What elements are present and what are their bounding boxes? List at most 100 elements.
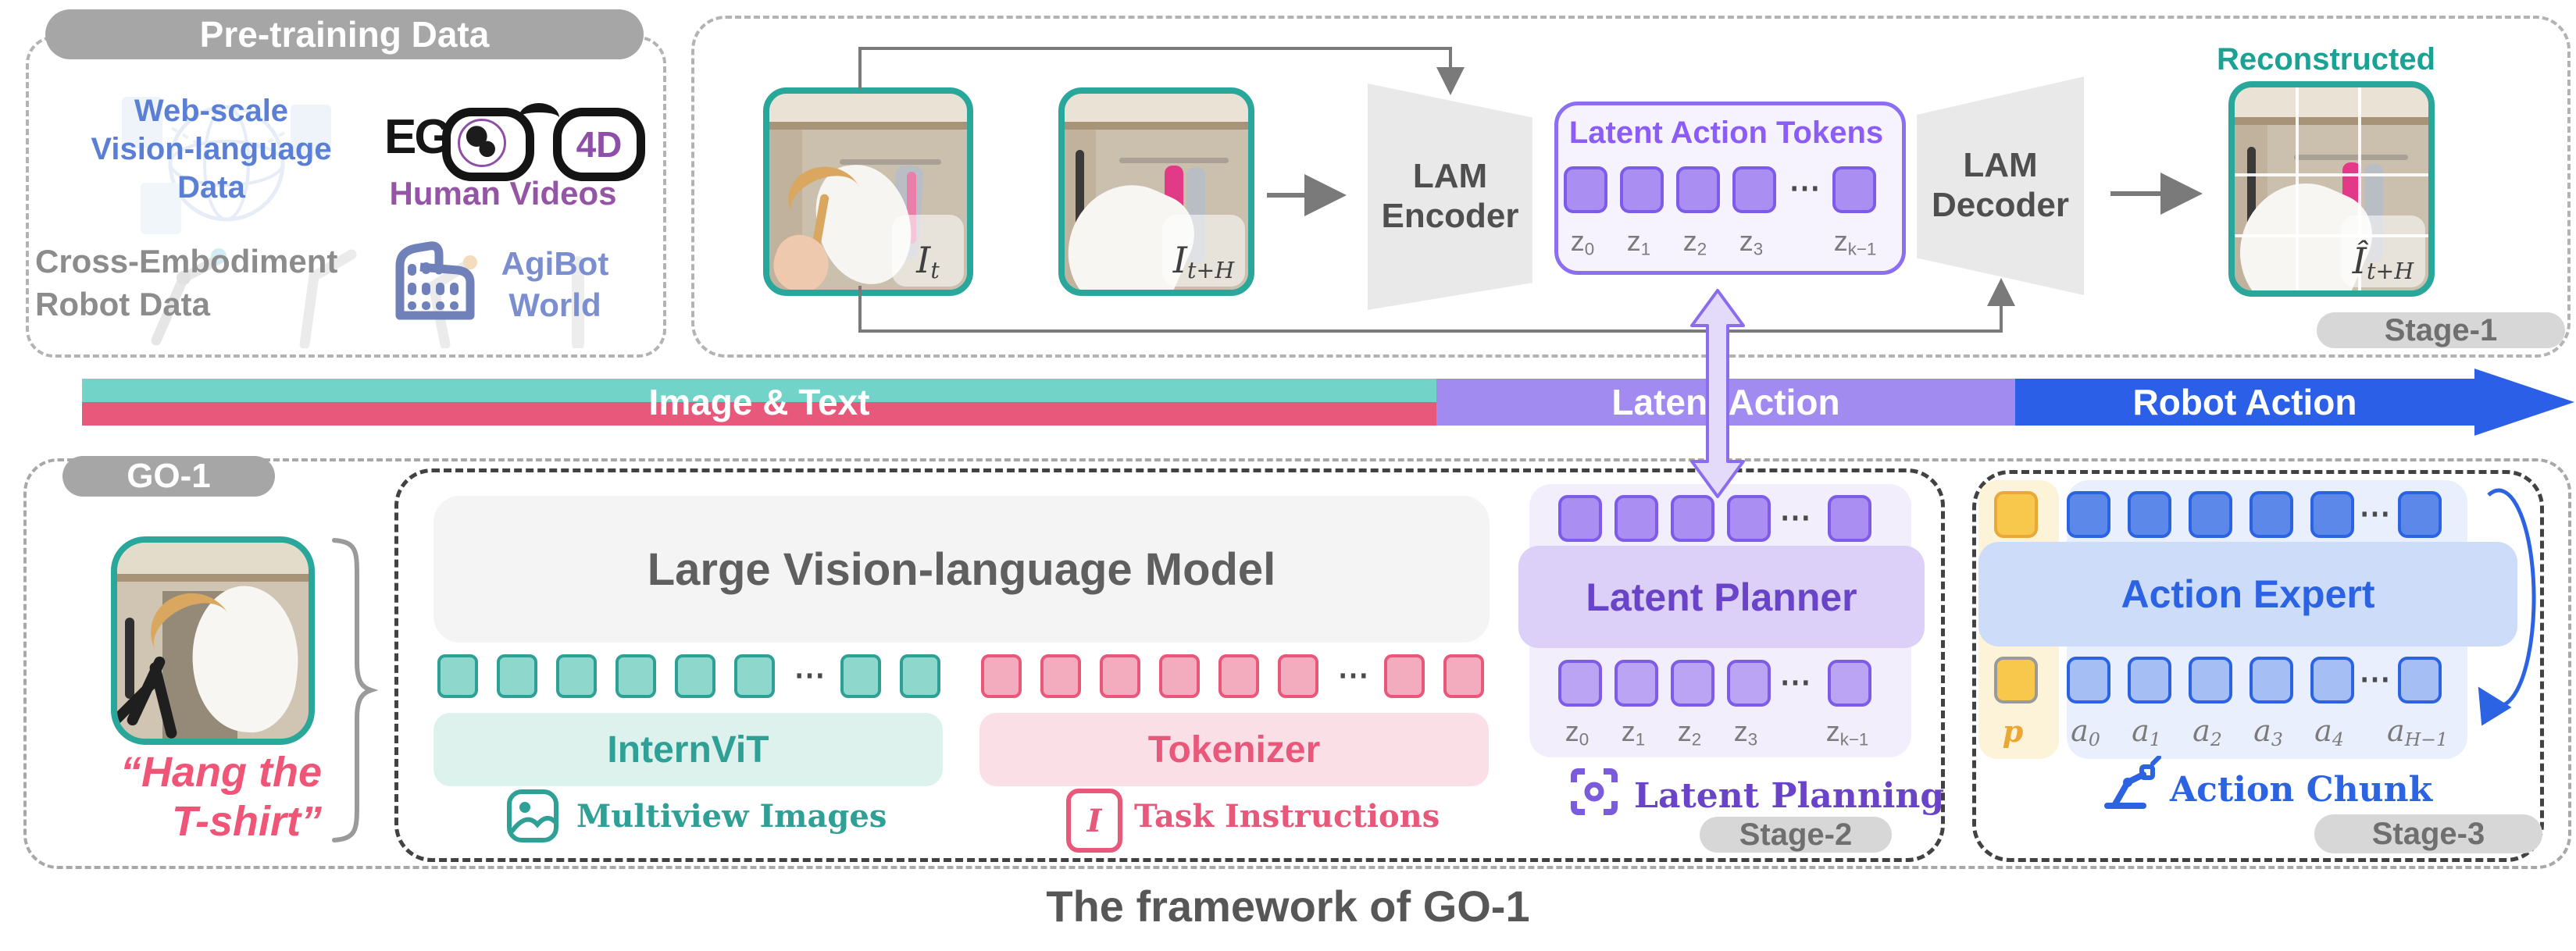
multiview-images-label: Multiview Images <box>576 798 887 835</box>
text-token <box>981 654 1022 698</box>
photo-detail <box>769 94 967 122</box>
vision-token <box>675 654 715 698</box>
z-label: z0 <box>1570 225 1595 259</box>
ego4d-logo-text: EG <box>384 110 452 164</box>
latent-token <box>1828 660 1871 707</box>
latent-token <box>1558 660 1602 707</box>
action-token <box>2128 491 2171 538</box>
ego4d-4d-text: 4D <box>576 124 623 165</box>
vision-token <box>556 654 597 698</box>
image-ith: It+H <box>1058 87 1254 296</box>
latent-token <box>1671 660 1714 707</box>
z-label: z1 <box>1621 715 1646 750</box>
vision-token <box>734 654 775 698</box>
action-token <box>2189 657 2232 703</box>
ellipsis: ⋯ <box>1789 171 1823 205</box>
image-reconstructed: Ît+H <box>2228 81 2435 297</box>
glasses-left-lens <box>442 108 534 181</box>
agibot-world-label: AgiBot World <box>501 245 609 323</box>
bar-latent-action: Latent Action <box>1436 379 2015 426</box>
latent-token <box>1676 166 1720 213</box>
figure-caption: The framework of GO-1 <box>1046 882 1530 931</box>
stage3-pill: Stage-3 <box>2314 814 2542 853</box>
bar-robot-action: Robot Action <box>2015 379 2474 426</box>
z-label: z1 <box>1626 225 1651 259</box>
z-label: z2 <box>1677 715 1702 750</box>
pretraining-data-pill: Pre-training Data <box>45 9 644 59</box>
ellipsis: ⋯ <box>1779 665 1814 700</box>
lam-decoder: LAM Decoder <box>1917 77 2084 295</box>
latent-token <box>1558 495 1602 542</box>
photo-detail <box>117 543 309 574</box>
a-label: a2 <box>2192 714 2222 750</box>
robot-observation-image <box>111 536 315 745</box>
image-it: It <box>763 87 973 296</box>
a-label: a4 <box>2314 714 2344 750</box>
z-label: zk−1 <box>1833 225 1877 259</box>
action-token <box>2128 657 2171 703</box>
globe-icon <box>458 119 506 167</box>
stage2-pill: Stage-2 <box>1700 817 1892 853</box>
z-label: zk−1 <box>1825 715 1869 750</box>
glasses-bridge <box>519 103 559 133</box>
latent-token <box>1732 166 1776 213</box>
text-token <box>1443 654 1484 698</box>
ellipsis: ⋯ <box>794 658 828 693</box>
photo-detail <box>2235 87 2428 117</box>
task-instructions-label: Task Instructions <box>1134 798 1440 835</box>
agibot-colosseum-icon <box>395 241 475 320</box>
stage1-box <box>691 16 2571 358</box>
action-token <box>2398 491 2442 538</box>
action-token <box>2067 491 2110 538</box>
ellipsis: ⋯ <box>2359 662 2393 696</box>
go1-pill: GO-1 <box>62 456 275 497</box>
action-token <box>2250 657 2293 703</box>
text-token <box>1040 654 1081 698</box>
human-videos-label: Human Videos <box>389 175 617 212</box>
cross-embodiment-label: Cross-Embodiment Robot Data <box>35 243 338 322</box>
action-token <box>2398 657 2442 703</box>
ellipsis: ⋯ <box>2359 497 2393 531</box>
grid-line <box>2235 234 2428 237</box>
ego4d-glasses-icon: 4D <box>436 97 645 181</box>
photo-detail <box>840 159 941 165</box>
photo-detail <box>769 122 967 130</box>
grid-line <box>2296 87 2299 290</box>
go1-box <box>23 458 2571 869</box>
photo-detail <box>1119 158 1229 163</box>
latent-token <box>1614 495 1658 542</box>
web-scale-data-label: Web-scale Vision-language Data <box>91 94 332 205</box>
z-label: z3 <box>1733 715 1758 750</box>
ellipsis: ⋯ <box>1779 500 1814 535</box>
proprio-token <box>1994 657 2038 703</box>
action-token <box>2310 657 2354 703</box>
latent-token <box>1828 495 1871 542</box>
photo-label-chip: It+H <box>1162 215 1245 287</box>
glasses-right-lens: 4D <box>553 108 645 181</box>
latent-action-tokens-title: Latent Action Tokens <box>1568 116 1884 150</box>
vlm-planner-box <box>394 468 1945 862</box>
latent-token <box>1564 166 1607 213</box>
reconstructed-label: Reconstructed <box>2216 42 2436 77</box>
robot-arm-icon <box>2104 756 2161 809</box>
a-label: a0 <box>2071 714 2100 750</box>
latent-token <box>1620 166 1664 213</box>
vision-token <box>900 654 940 698</box>
image-rec-label: Ît+H <box>2352 239 2414 284</box>
photo-detail <box>2247 147 2256 230</box>
stage1-pill: Stage-1 <box>2317 312 2565 348</box>
tokenizer-box: Tokenizer <box>979 713 1489 786</box>
latent-token <box>1671 495 1714 542</box>
latent-token <box>1727 495 1771 542</box>
proprio-token <box>1994 491 2038 538</box>
image-ith-label: It+H <box>1172 238 1235 283</box>
photo-label-chip: Ît+H <box>2341 215 2425 287</box>
a-label: aH−1 <box>2387 714 2448 750</box>
vision-token <box>497 654 537 698</box>
z-label: z2 <box>1682 225 1707 259</box>
latent-token <box>1727 660 1771 707</box>
action-token <box>2250 491 2293 538</box>
action-token <box>2067 657 2110 703</box>
image-it-label: It <box>916 238 940 283</box>
